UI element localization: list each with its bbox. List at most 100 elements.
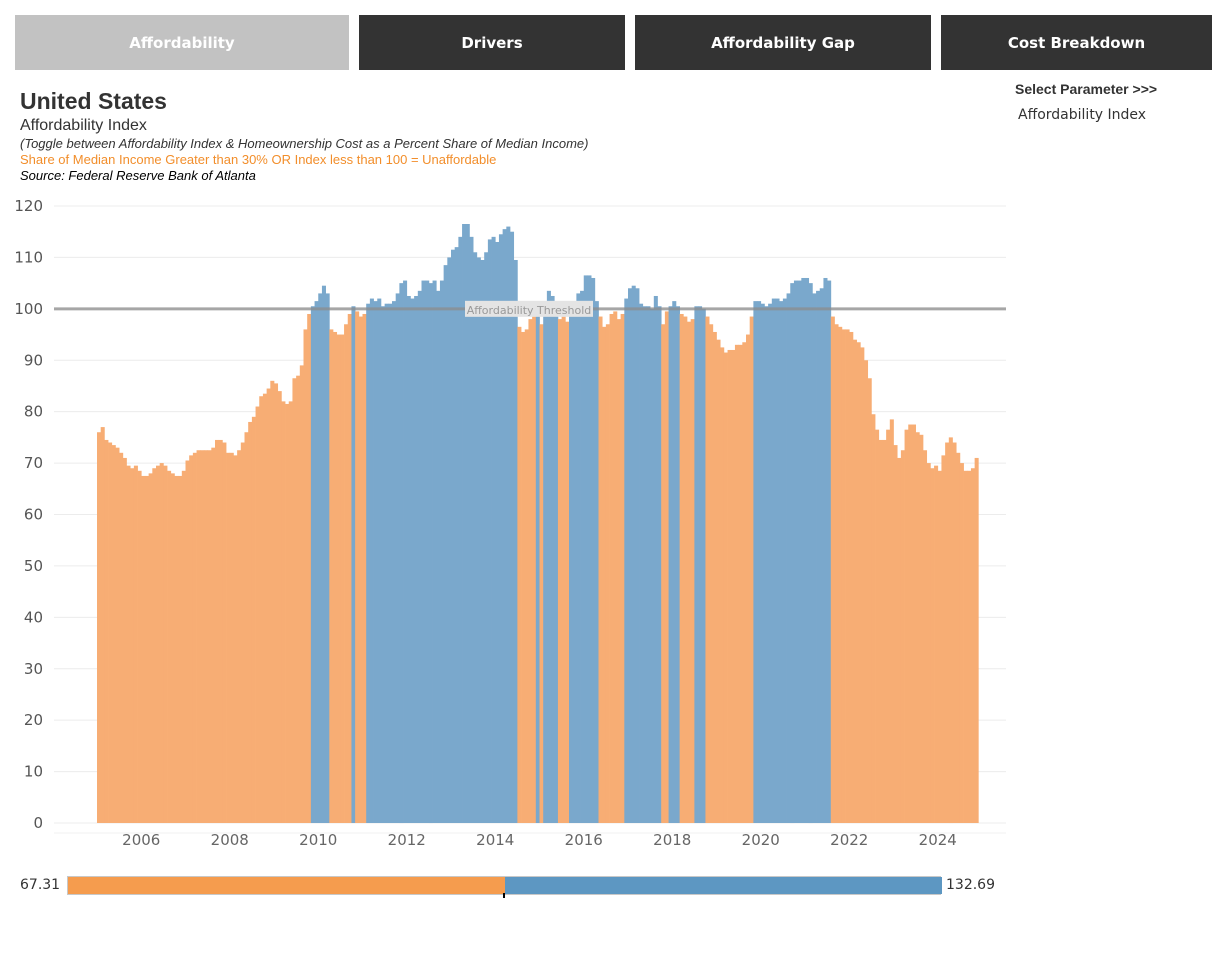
bar (970, 468, 975, 823)
bar (557, 319, 562, 823)
bar (141, 475, 146, 823)
bar (307, 313, 312, 823)
bar (856, 342, 861, 823)
bar (757, 301, 762, 823)
bar (742, 342, 747, 823)
bar (377, 298, 382, 823)
bar (569, 308, 574, 823)
bar (417, 290, 422, 824)
bar (543, 301, 548, 823)
bar (801, 277, 806, 824)
bar (97, 432, 102, 823)
bar (956, 452, 961, 823)
affordability-bar-chart: 0 10 20 30 40 50 60 70 80 90 100 110 120 2006 2008 2010… (14, 197, 1006, 849)
bar (447, 257, 452, 823)
threshold-label-bg (465, 300, 593, 317)
bar (443, 265, 448, 823)
bar (705, 316, 710, 823)
bar (613, 311, 618, 823)
bar (893, 445, 898, 823)
bar (373, 301, 378, 823)
bar (226, 452, 231, 823)
bar (403, 280, 408, 823)
bar (495, 241, 500, 824)
bar (945, 442, 950, 823)
bar (952, 442, 957, 823)
bar (948, 437, 953, 824)
x-tick-label: 2022 (830, 831, 868, 849)
bar (812, 293, 817, 823)
bar (565, 321, 570, 823)
tab-cost-breakdown[interactable]: Cost Breakdown (941, 15, 1212, 70)
y-tick-label: 40 (24, 608, 43, 626)
bar (786, 293, 791, 823)
bar (414, 295, 419, 824)
bar (240, 442, 245, 823)
bar (528, 319, 533, 823)
bar (734, 344, 739, 823)
bar (834, 324, 839, 823)
y-tick-label: 0 (33, 814, 43, 832)
bar (207, 450, 212, 823)
bar (930, 468, 935, 823)
tab-affordability-gap[interactable]: Affordability Gap (635, 15, 931, 70)
bar (746, 334, 751, 823)
bar (841, 329, 846, 823)
bar (108, 442, 113, 823)
bar (723, 352, 728, 823)
bar (244, 432, 249, 823)
bar (237, 450, 242, 823)
bar (274, 383, 279, 823)
bar (749, 316, 754, 823)
bar (126, 465, 131, 823)
bar (174, 475, 179, 823)
bar (156, 465, 161, 823)
legend-unaffordable-segment (68, 877, 505, 894)
bar (646, 306, 651, 823)
bar (827, 280, 832, 823)
bar (830, 316, 835, 823)
bar (908, 424, 913, 823)
bar (628, 288, 633, 823)
x-tick-label: 2008 (211, 831, 249, 849)
x-tick-label: 2024 (919, 831, 957, 849)
tab-affordability[interactable]: Affordability (15, 15, 349, 70)
bar (351, 306, 356, 823)
bar (690, 319, 695, 823)
bar (111, 445, 116, 823)
y-tick-label: 10 (24, 763, 43, 781)
bar (399, 283, 404, 824)
bar (262, 393, 267, 823)
chart-title: United States (20, 88, 167, 114)
bar (388, 303, 393, 823)
bar (288, 401, 293, 823)
bar (144, 475, 149, 823)
bar (318, 293, 323, 823)
bar (554, 306, 559, 823)
bar (550, 295, 555, 824)
legend-affordable-segment (505, 877, 942, 894)
bar (218, 439, 223, 823)
bar (181, 470, 186, 823)
tab-drivers[interactable]: Drivers (359, 15, 625, 70)
bar (864, 360, 869, 823)
bar (458, 236, 463, 824)
bar (679, 313, 684, 823)
bar (605, 324, 610, 823)
bar (653, 295, 658, 824)
bar (392, 301, 397, 823)
bar (248, 421, 253, 823)
parameter-label: Select Parameter >>> (1015, 81, 1158, 97)
bar (487, 239, 492, 824)
bar (436, 290, 441, 824)
bar (650, 308, 655, 823)
bar (591, 277, 596, 824)
bar (384, 303, 389, 823)
bar (303, 329, 308, 823)
unaffordable-note: Share of Median Income Greater than 30% … (20, 152, 497, 167)
bar (753, 301, 758, 823)
bar (716, 339, 721, 823)
bar (668, 306, 673, 823)
parameter-select[interactable]: Affordability Index (1018, 107, 1147, 123)
y-tick-label: 120 (14, 197, 43, 215)
